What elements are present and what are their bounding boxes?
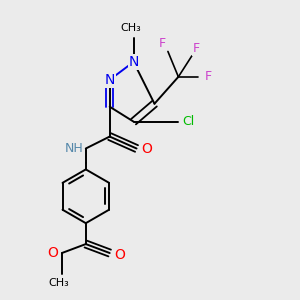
Text: F: F: [158, 38, 166, 50]
Text: N: N: [104, 73, 115, 87]
Text: CH₃: CH₃: [49, 278, 69, 288]
Text: F: F: [205, 70, 212, 83]
Text: O: O: [114, 248, 125, 262]
Text: CH₃: CH₃: [120, 22, 141, 33]
Text: O: O: [47, 246, 58, 260]
Text: NH: NH: [65, 142, 84, 155]
Text: O: O: [142, 142, 152, 155]
Text: N: N: [128, 55, 139, 69]
Text: Cl: Cl: [183, 115, 195, 128]
Text: F: F: [193, 42, 200, 55]
